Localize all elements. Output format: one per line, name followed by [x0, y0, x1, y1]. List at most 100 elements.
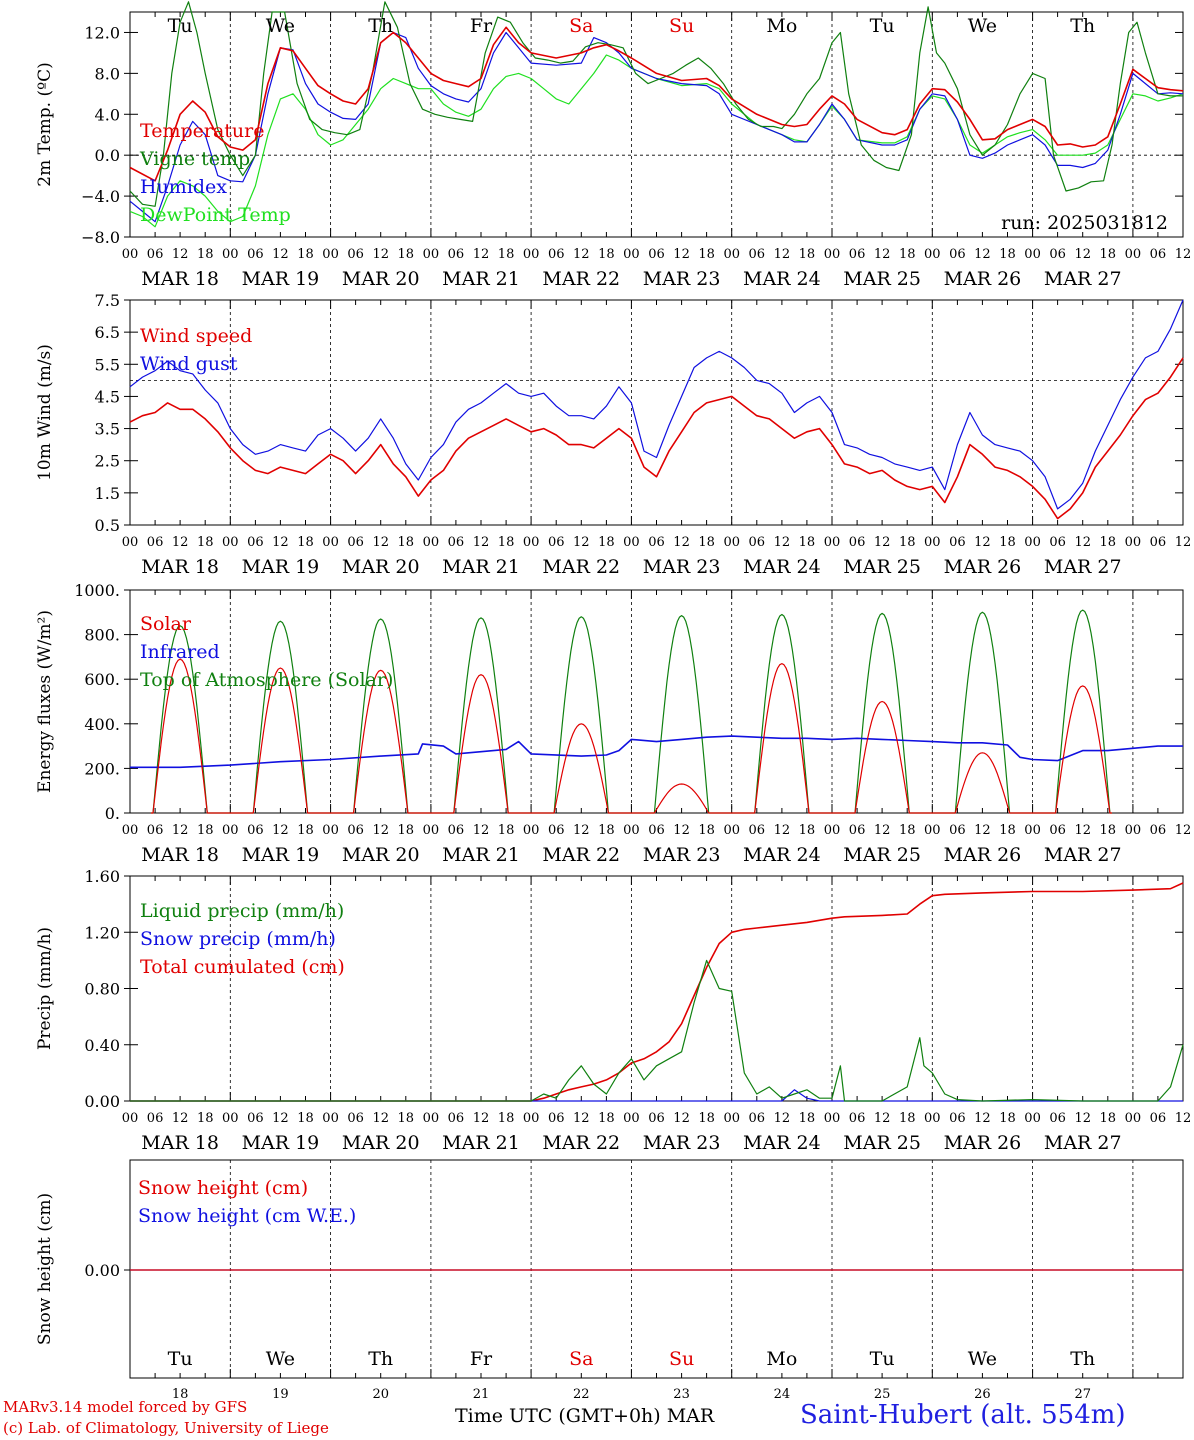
legend-entry: Wind gust	[140, 353, 238, 375]
hour-tick-label: 00	[222, 247, 239, 262]
hour-tick-label: 18	[398, 247, 415, 262]
hour-tick-label: 00	[824, 535, 841, 550]
hour-tick-label: 06	[548, 1111, 565, 1126]
run-label: run: 2025031812	[1001, 212, 1168, 234]
weekday-label: We	[968, 1348, 997, 1370]
legend-entry: Humidex	[140, 176, 227, 198]
hour-tick-label: 18	[899, 1111, 916, 1126]
hour-tick-label: 18	[297, 1111, 314, 1126]
date-label: MAR 23	[643, 844, 721, 866]
hour-tick-label: 18	[799, 823, 816, 838]
date-label: MAR 24	[743, 268, 821, 290]
hour-tick-label: 06	[1049, 1111, 1066, 1126]
hour-tick-label: 12	[874, 823, 891, 838]
series-line-liquid-precip-mm-h	[130, 959, 1184, 1102]
date-label: MAR 24	[743, 844, 821, 866]
hour-tick-label: 18	[197, 535, 214, 550]
weekday-label: Su	[669, 15, 694, 37]
hour-tick-label: 18	[799, 1111, 816, 1126]
hour-tick-label: 18	[498, 1111, 515, 1126]
date-label: MAR 21	[442, 1132, 520, 1154]
hour-tick-label: 00	[423, 1111, 440, 1126]
hour-tick-label: 18	[297, 535, 314, 550]
date-label: MAR 20	[342, 556, 420, 578]
weekday-label: Sa	[569, 15, 593, 37]
hour-tick-label: 12	[272, 247, 289, 262]
y-tick-label: 400.	[84, 715, 120, 734]
hour-tick-label: 00	[924, 247, 941, 262]
hour-tick-label: 18	[999, 247, 1016, 262]
legend-entry: Temperature	[140, 120, 264, 142]
hour-tick-label: 06	[347, 823, 364, 838]
hour-tick-label: 12	[372, 823, 389, 838]
hour-tick-label: 12	[1074, 535, 1091, 550]
date-label: MAR 23	[643, 1132, 721, 1154]
date-label: MAR 19	[242, 556, 320, 578]
hour-tick-label: 00	[623, 535, 640, 550]
y-axis-label: Snow height (cm)	[35, 1193, 55, 1345]
hour-tick-label: 00	[924, 1111, 941, 1126]
hour-tick-label: 06	[247, 247, 264, 262]
weekday-label: Tu	[870, 15, 895, 37]
hour-tick-label: 12	[473, 247, 490, 262]
weekday-label: Fr	[470, 15, 493, 37]
hour-tick-label: 06	[749, 1111, 766, 1126]
hour-tick-label: 00	[824, 247, 841, 262]
y-tick-label: 0.0	[95, 146, 120, 165]
hour-tick-label: 18	[999, 823, 1016, 838]
date-label: MAR 25	[843, 1132, 921, 1154]
hour-tick-label: 06	[548, 823, 565, 838]
y-tick-label: 1000.	[74, 581, 120, 600]
hour-tick-label: 06	[347, 1111, 364, 1126]
hour-tick-label: 06	[749, 823, 766, 838]
hour-tick-label: 12	[974, 823, 991, 838]
hour-tick-label: 18	[999, 1111, 1016, 1126]
hour-tick-label: 18	[899, 247, 916, 262]
hour-tick-label: 06	[1150, 535, 1167, 550]
legend-entry: Infrared	[140, 641, 220, 663]
hour-tick-label: 06	[949, 247, 966, 262]
legend-entry: Snow precip (mm/h)	[140, 928, 336, 950]
day-number-label: 27	[1074, 1387, 1091, 1402]
hour-tick-label: 00	[423, 823, 440, 838]
y-tick-label: 0.	[105, 804, 120, 823]
hour-tick-label: 18	[698, 247, 715, 262]
date-label: MAR 27	[1044, 844, 1122, 866]
hour-tick-label: 18	[1100, 535, 1117, 550]
y-tick-label: 800.	[84, 626, 120, 645]
hour-tick-label: 18	[1100, 247, 1117, 262]
hour-tick-label: 12	[473, 535, 490, 550]
weekday-label: Th	[1070, 1348, 1095, 1370]
hour-tick-label: 00	[523, 247, 540, 262]
hour-tick-label: 12	[172, 1111, 189, 1126]
hour-tick-label: 18	[297, 247, 314, 262]
hour-tick-label: 00	[222, 535, 239, 550]
weekday-label: Sa	[569, 1348, 593, 1370]
hour-tick-label: 06	[1150, 823, 1167, 838]
y-axis-label: Precip (mm/h)	[35, 927, 55, 1050]
hour-tick-label: 06	[1150, 247, 1167, 262]
hour-tick-label: 12	[1074, 247, 1091, 262]
weekday-label: Mo	[766, 1348, 797, 1370]
panel-frame	[129, 299, 1184, 526]
hour-tick-label: 12	[272, 535, 289, 550]
y-tick-label: 2.5	[95, 452, 120, 471]
hour-tick-label: 12	[974, 535, 991, 550]
date-label: MAR 25	[843, 556, 921, 578]
hour-tick-label: 06	[648, 1111, 665, 1126]
series-line-solar	[150, 658, 1112, 814]
hour-tick-label: 00	[322, 247, 339, 262]
y-tick-label: 4.5	[95, 387, 120, 406]
hour-tick-label: 06	[247, 1111, 264, 1126]
series-line-total-cumulated-cm	[130, 882, 1184, 1102]
hour-tick-label: 12	[874, 535, 891, 550]
hour-tick-label: 00	[423, 247, 440, 262]
hour-tick-label: 12	[272, 823, 289, 838]
date-label: MAR 19	[242, 1132, 320, 1154]
hour-tick-label: 12	[974, 247, 991, 262]
hour-tick-label: 00	[523, 535, 540, 550]
date-label: MAR 22	[542, 1132, 620, 1154]
weekday-label: Tu	[168, 1348, 193, 1370]
hour-tick-label: 00	[322, 535, 339, 550]
